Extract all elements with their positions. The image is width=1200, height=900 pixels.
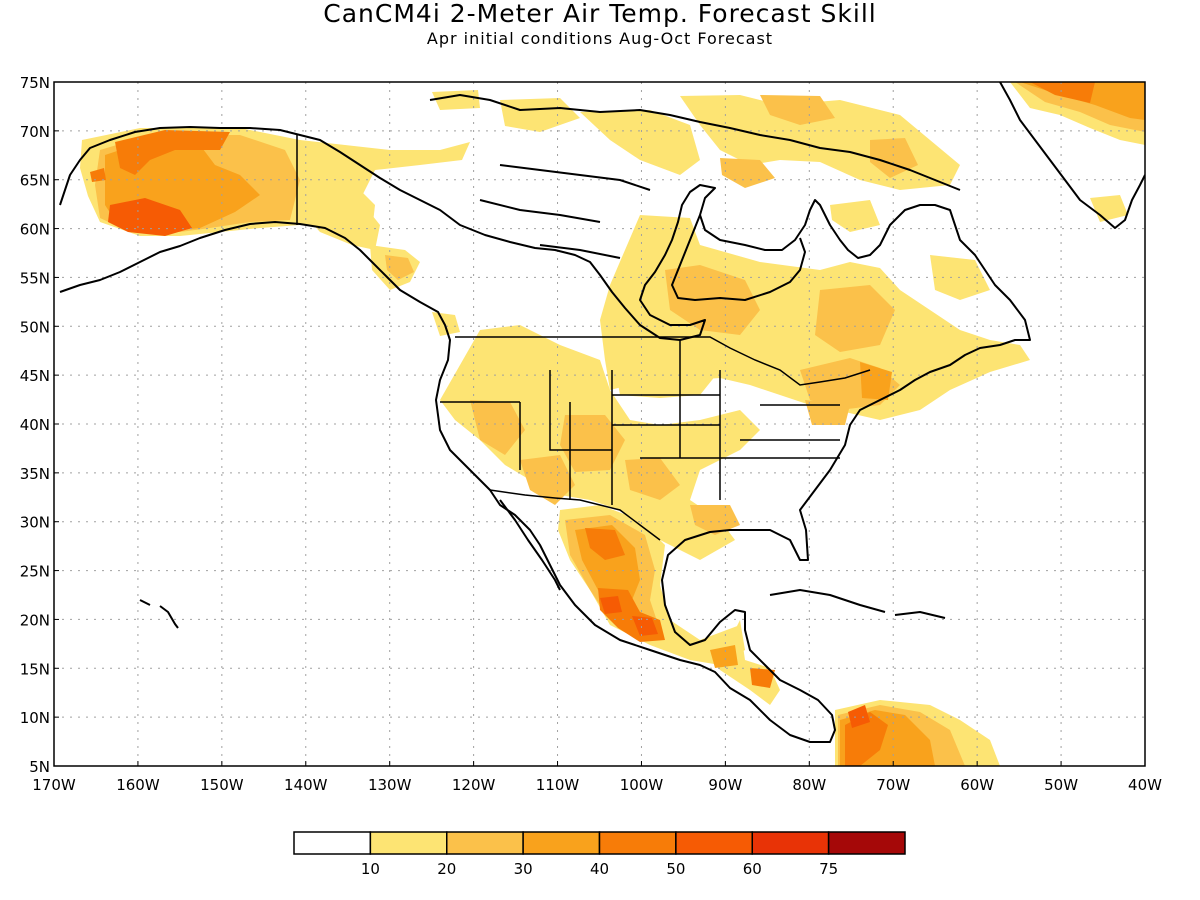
region-s-america-60 [848, 705, 870, 728]
legend-swatch [369, 831, 448, 855]
coastline-baja [499, 499, 561, 591]
region-mexico-60a [600, 596, 622, 614]
region-nw-canada [300, 140, 470, 250]
coastline-greenland [999, 82, 1145, 229]
region-west-us-30c [520, 455, 575, 505]
chart-subtitle: Apr initial conditions Aug-Oct Forecast [426, 29, 774, 48]
region-arctic-1 [432, 90, 480, 110]
lon-tick-label: 40W [1128, 776, 1162, 794]
lat-tick-label: 5N [29, 758, 50, 776]
lat-tick-label: 15N [20, 660, 50, 678]
border-states [440, 340, 840, 505]
lon-tick-label: 90W [708, 776, 742, 794]
coastline-hudson-bay [671, 214, 806, 301]
lat-tick-label: 65N [20, 172, 50, 190]
longitude-labels: 170W 160W 150W 140W 130W 120W 110W 100W 90W 80W 70… [32, 761, 1162, 794]
lon-tick-label: 120W [452, 776, 496, 794]
lon-tick-label: 140W [284, 776, 328, 794]
coastlines [59, 82, 1145, 743]
region-baffin [830, 200, 880, 232]
colorbar-legend: 10 20 30 40 50 60 75 [293, 831, 906, 878]
region-bc-south [432, 312, 460, 336]
lon-tick-label: 150W [200, 776, 244, 794]
region-west-us-30a [470, 400, 525, 455]
legend-swatch [751, 831, 830, 855]
lat-tick-label: 50N [20, 318, 50, 336]
legend-label: 60 [743, 860, 762, 878]
region-gulf-30 [690, 505, 740, 535]
legend-label: 30 [514, 860, 533, 878]
lon-tick-label: 60W [960, 776, 994, 794]
grid-lines [54, 82, 1145, 766]
lon-tick-label: 70W [876, 776, 910, 794]
region-alaska-west [90, 168, 106, 182]
region-mexico-60b [632, 616, 658, 636]
coastline-arctic-channels [479, 164, 651, 259]
legend-swatch [675, 831, 753, 855]
legend-label: 20 [437, 860, 456, 878]
coastline-hispaniola [894, 611, 946, 619]
region-arctic-2 [500, 98, 580, 132]
region-midatlantic [805, 400, 850, 425]
region-alaska-60 [108, 198, 192, 236]
lon-tick-label: 160W [116, 776, 160, 794]
legend-swatch [598, 831, 677, 855]
region-central-america-40 [710, 645, 738, 668]
region-central-canada-30 [665, 265, 760, 335]
lon-tick-label: 50W [1044, 776, 1078, 794]
lat-tick-label: 45N [20, 367, 50, 385]
lat-tick-label: 55N [20, 269, 50, 287]
region-arctic-4b [760, 95, 835, 125]
lon-tick-label: 170W [32, 776, 76, 794]
lat-tick-label: 75N [20, 74, 50, 92]
coastline-arctic-islands [429, 94, 961, 191]
region-arctic-5 [720, 158, 775, 188]
region-arctic-3 [580, 110, 700, 175]
region-ne-us-40 [860, 362, 892, 400]
lat-tick-label: 10N [20, 709, 50, 727]
region-bc-coast-30 [385, 255, 414, 280]
region-central-america-50 [750, 668, 775, 688]
legend-swatch [446, 831, 524, 855]
lat-tick-label: 35N [20, 465, 50, 483]
border-us-mexico [489, 489, 661, 541]
region-northern-plains [610, 340, 720, 398]
legend-label: 75 [819, 860, 838, 878]
skill-shading [80, 82, 1145, 766]
chart-title: CanCM4i 2-Meter Air Temp. Forecast Skill [323, 0, 877, 28]
region-quebec-30 [815, 285, 895, 352]
legend-swatch [827, 831, 906, 855]
legend-label: 50 [666, 860, 685, 878]
lat-tick-label: 30N [20, 514, 50, 532]
legend-swatch [522, 831, 601, 855]
region-west-us-30d [625, 458, 680, 500]
lon-tick-label: 110W [536, 776, 580, 794]
coastline-hawaii [139, 599, 179, 629]
lon-tick-label: 130W [368, 776, 412, 794]
region-west-us-30b [560, 415, 625, 472]
region-greenland-50 [1030, 82, 1095, 103]
lat-tick-label: 20N [20, 611, 50, 629]
lat-tick-label: 60N [20, 221, 50, 239]
lat-tick-label: 40N [20, 416, 50, 434]
coastline-north-america [59, 126, 1031, 743]
political-borders [296, 135, 871, 541]
region-mexico-50a [585, 528, 625, 560]
legend-label: 40 [590, 860, 609, 878]
border-us-canada [455, 336, 871, 386]
region-alaska-50 [115, 130, 230, 175]
coastline-cuba [769, 589, 886, 613]
lon-tick-label: 80W [792, 776, 826, 794]
legend-swatch [293, 831, 372, 855]
lon-tick-label: 100W [620, 776, 664, 794]
lat-tick-label: 25N [20, 563, 50, 581]
legend-label: 10 [361, 860, 380, 878]
lat-tick-label: 70N [20, 123, 50, 141]
latitude-labels: 5N 10N 15N 20N 25N 30N 35N 40N 45N 50N 55N 60N 65N 70… [20, 74, 59, 776]
region-greenland-south [1090, 195, 1128, 222]
